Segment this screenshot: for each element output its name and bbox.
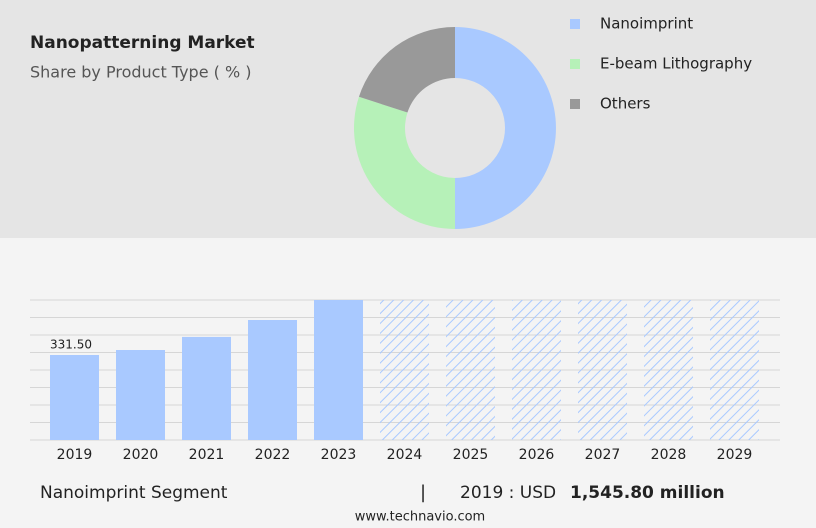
legend-swatch <box>570 99 580 109</box>
bar <box>314 300 363 440</box>
source: www.technavio.com <box>355 510 485 525</box>
separator: | <box>420 482 426 503</box>
bar-chart: 331.50 2019 2020 2021 2022 2023 2024 2025 2026 20… <box>30 299 780 463</box>
x-tick-label: 2026 <box>519 447 555 463</box>
legend-label: Others <box>600 95 651 113</box>
x-tick-label: 2023 <box>321 447 357 463</box>
legend-swatch <box>570 59 580 69</box>
donut <box>353 27 556 230</box>
donut-slice <box>353 96 455 230</box>
legend-label: Nanoimprint <box>600 15 693 33</box>
x-tick-label: 2022 <box>255 447 291 463</box>
legend-label: E-beam Lithography <box>600 55 752 73</box>
year-text: 2019 : USD <box>460 483 556 503</box>
data-label: 331.50 <box>50 338 92 352</box>
donut-slice <box>455 27 556 229</box>
x-tick-label: 2019 <box>57 447 93 463</box>
bar <box>248 320 297 440</box>
forecast-bar <box>578 300 627 440</box>
x-tick-label: 2024 <box>387 447 423 463</box>
forecast-bar <box>644 300 693 440</box>
amount: 1,545.80 million <box>570 483 725 503</box>
bar <box>50 355 99 440</box>
legend-swatch <box>570 19 580 29</box>
chart-subtitle: Share by Product Type ( % ) <box>30 63 252 82</box>
forecast-bar <box>446 300 495 440</box>
bar <box>182 336 231 440</box>
x-tick-label: 2020 <box>123 447 159 463</box>
x-tick-label: 2021 <box>189 447 225 463</box>
legend: Nanoimprint E-beam Lithography Others <box>570 15 752 113</box>
forecast-bar <box>710 300 759 440</box>
chart-title: Nanopatterning Market <box>30 33 255 53</box>
x-tick-label: 2027 <box>585 447 621 463</box>
forecast-bar <box>512 300 561 440</box>
x-tick-label: 2025 <box>453 447 489 463</box>
x-tick-label: 2029 <box>717 447 753 463</box>
segment-label: Nanoimprint Segment <box>40 483 228 503</box>
bar <box>116 350 165 440</box>
x-tick-label: 2028 <box>651 447 687 463</box>
forecast-bar <box>380 300 429 440</box>
donut-slice <box>358 27 455 113</box>
